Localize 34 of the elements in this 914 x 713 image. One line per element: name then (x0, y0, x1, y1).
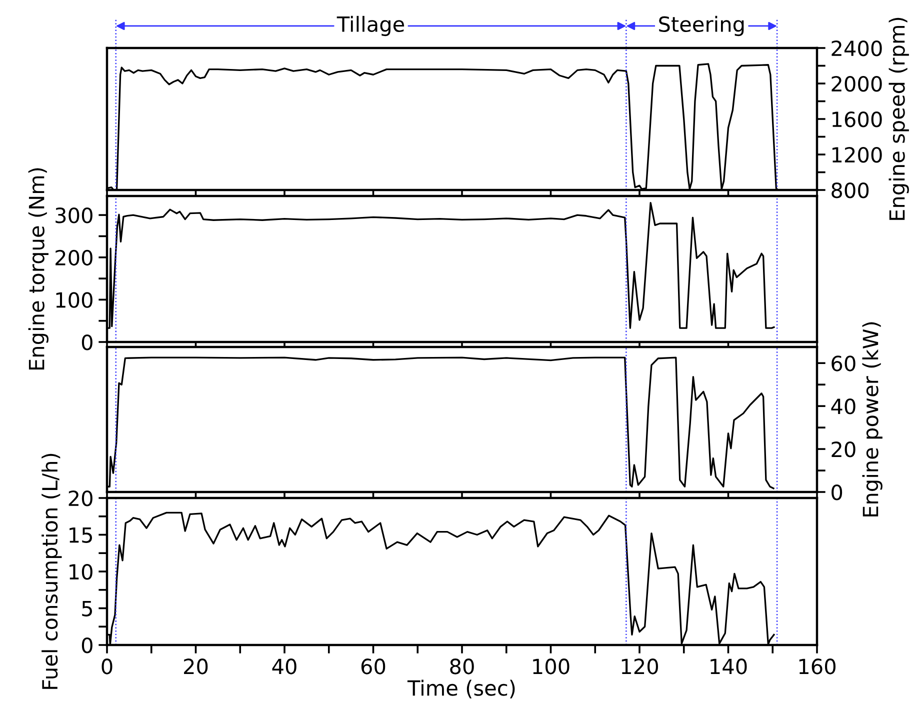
y-axis-title: Engine torque (Nm) (28, 168, 48, 370)
y-axis-title: Engine power (kW) (862, 322, 882, 516)
y-tick-label: 2000 (832, 76, 882, 92)
x-tick-label: 100 (533, 658, 570, 674)
y-tick-label: 300 (56, 207, 92, 224)
y-tick-label: 10 (70, 564, 92, 580)
y-tick-label: 1600 (832, 111, 882, 128)
y-tick-label: 2400 (832, 40, 882, 56)
y-tick-label: 60 (832, 356, 856, 372)
y-tick-label: 800 (832, 182, 869, 198)
y-tick-label: 0 (82, 637, 92, 654)
y-tick-label: 40 (831, 398, 856, 414)
x-tick-label: 40 (272, 658, 296, 674)
y-tick-label: 0 (82, 334, 92, 350)
y-tick-label: 5 (82, 600, 92, 616)
y-tick-label: 20 (832, 441, 856, 458)
y-tick-label: 1200 (832, 146, 882, 163)
x-tick-label: 80 (450, 658, 474, 674)
x-tick-label: 120 (622, 658, 658, 674)
y-tick-label: 15 (70, 527, 92, 543)
text: Tillage (336, 16, 404, 36)
x-tick-label: 140 (710, 658, 747, 674)
x-tick-label: 20 (184, 658, 208, 674)
y-axis-title: Fuel consumption (L/h) (42, 454, 62, 689)
x-tick-label: 0 (102, 658, 112, 674)
x-tick-label: 160 (799, 658, 836, 674)
x-axis-title: Time (sec) (407, 680, 515, 698)
y-tick-label: 0 (832, 484, 842, 500)
y-tick-label: 200 (56, 250, 92, 266)
x-tick-label: 60 (361, 658, 386, 674)
y-tick-label: 20 (68, 490, 92, 506)
y-tick-label: 100 (56, 292, 92, 308)
text: Steering (659, 16, 744, 36)
y-axis-title: Engine speed (rpm) (888, 18, 909, 220)
